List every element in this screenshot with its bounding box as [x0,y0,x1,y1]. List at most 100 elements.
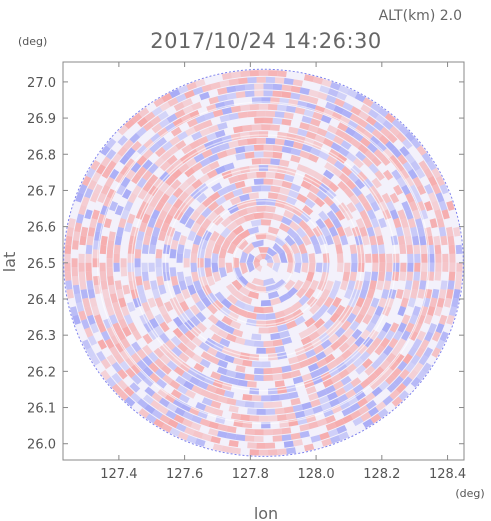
radar-gate [314,134,326,144]
radar-gate [199,358,211,369]
radar-gate [272,83,283,91]
radar-gate [394,161,405,173]
radar-gate [223,191,235,201]
radar-gate [359,305,369,316]
radar-gate [253,374,264,381]
radar-gate [170,275,179,286]
radar-gate [349,194,360,206]
radar-gate [265,232,278,242]
radar-gate [376,280,384,291]
radar-gate [125,367,136,379]
radar-gate [385,330,395,341]
radar-gate [354,92,366,103]
radar-gate [407,262,414,272]
radar-gate [212,299,224,311]
radar-gate [87,179,98,191]
radar-gate [400,217,409,229]
radar-gate [392,271,400,282]
radar-gate [113,262,120,272]
radar-gate [401,330,411,341]
radar-gate [272,435,283,442]
radar-gate [308,89,319,98]
radar-gate [105,138,117,149]
radar-gate [424,331,434,342]
radar-gate [65,280,73,290]
radar-gate [286,227,298,239]
radar-gate [158,305,168,316]
radar-gate [376,141,387,153]
radar-gate [412,280,420,290]
radar-gate [78,253,85,263]
radar-gate [351,305,362,316]
radar-gate [340,140,352,150]
radar-gate [342,101,354,112]
radar-gate [319,431,330,441]
radar-gate [207,201,219,212]
radar-gate [316,418,328,427]
radar-gate [217,87,228,95]
radar-gate [376,373,387,384]
radar-gate [397,322,407,333]
radar-gate [235,91,246,99]
radar-gate [330,340,342,351]
radar-gate [288,189,300,199]
radar-gate [268,226,280,235]
radar-gate [326,360,338,371]
radar-gate [153,189,164,201]
radar-gate [371,177,382,189]
radar-gate [136,144,148,156]
radar-gate [263,340,274,348]
radar-gate [158,230,167,242]
radar-gate [237,173,248,181]
radar-gate [117,124,129,136]
radar-gate [305,131,317,140]
radar-gate [256,313,266,320]
radar-gate [265,284,278,293]
radar-gate [119,349,130,361]
radar-gate [332,280,342,291]
radar-gate [272,145,283,152]
radar-gate [281,84,292,92]
radar-gate [145,309,155,321]
radar-gate [195,78,206,88]
radar-gate [308,253,316,263]
radar-gate [165,410,177,420]
radar-gate [256,110,266,117]
radar-gate [100,145,111,156]
radar-gate [106,326,116,337]
radar-gate [118,217,127,229]
radar-gate [404,209,414,220]
radar-gate [352,357,364,368]
radar-gate [307,153,319,163]
y-tick-label: 26.9 [27,112,56,127]
radar-gate [352,157,364,169]
radar-gate [150,235,158,246]
radar-gate [120,258,127,268]
radar-gate [338,368,350,379]
radar-gate [215,416,226,424]
radar-gate [185,174,197,186]
radar-gate [373,148,385,160]
radar-gate [159,160,171,172]
radar-gate [221,107,233,115]
radar-gate [82,175,92,187]
radar-gate [371,337,382,348]
radar-gate [127,192,138,204]
radar-gate [361,235,370,246]
radar-gate [244,373,255,381]
radar-gate [231,71,241,79]
radar-gate [316,127,328,137]
radar-gate [319,85,330,94]
radar-gate [308,262,316,273]
radar-gate [206,211,218,222]
radar-gate [253,144,264,151]
radar-gate [225,147,237,156]
radar-gate [158,118,170,128]
radar-gate [151,123,163,134]
radar-gate [397,305,407,317]
radar-gate [357,143,369,155]
radar-gate [433,235,441,246]
radar-gate [167,145,179,156]
radar-gate [64,262,71,272]
radar-gate [362,130,374,141]
